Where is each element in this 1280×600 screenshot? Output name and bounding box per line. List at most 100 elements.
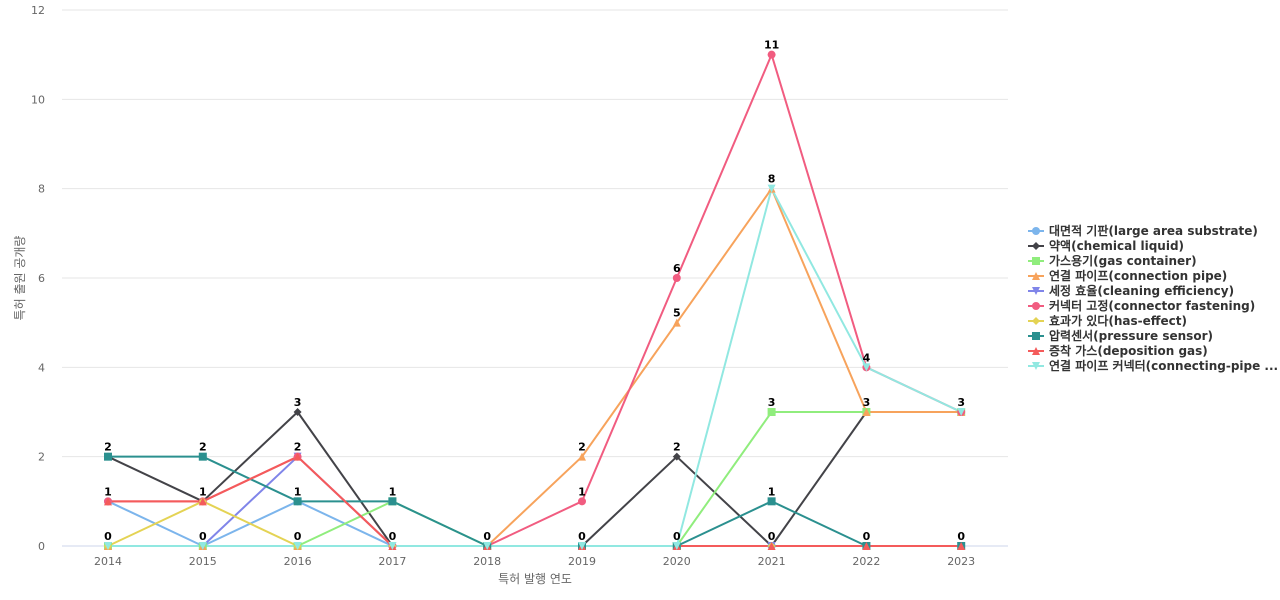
data-point xyxy=(672,274,681,282)
data-label: 3 xyxy=(768,396,776,409)
legend-item-label: 약액(chemical liquid) xyxy=(1049,238,1184,253)
data-label: 3 xyxy=(957,396,965,409)
data-point xyxy=(957,542,966,550)
y-tick-label: 8 xyxy=(38,183,45,196)
data-point xyxy=(957,408,966,416)
data-point xyxy=(767,50,776,59)
data-point xyxy=(198,497,207,506)
x-tick-label: 2019 xyxy=(568,555,596,568)
data-label: 4 xyxy=(863,351,871,364)
data-point xyxy=(483,542,492,550)
data-point xyxy=(198,542,207,550)
data-point xyxy=(862,363,871,372)
data-point xyxy=(578,452,586,461)
data-point xyxy=(578,542,586,550)
grid-lines xyxy=(62,9,1008,458)
y-axis-title: 특허 출원 공개량 xyxy=(13,236,27,321)
x-tick-label: 2014 xyxy=(94,555,122,568)
y-tick-label: 0 xyxy=(38,540,45,553)
data-point xyxy=(1032,362,1040,370)
data-label: 0 xyxy=(483,530,491,543)
data-label: 5 xyxy=(673,307,681,320)
data-point xyxy=(767,184,776,193)
data-label: 1 xyxy=(578,485,586,498)
data-label: 1 xyxy=(294,485,302,498)
series-line xyxy=(108,187,962,547)
data-point xyxy=(1032,272,1040,280)
data-label: 0 xyxy=(768,530,776,543)
legend-item-label: 증착 가스(deposition gas) xyxy=(1049,343,1208,358)
data-point xyxy=(578,497,586,506)
data-label: 2 xyxy=(578,441,586,454)
x-tick-label: 2017 xyxy=(378,555,406,568)
legend-item-label: 연결 파이프(connection pipe) xyxy=(1049,268,1227,283)
data-label: 0 xyxy=(199,530,207,543)
data-point xyxy=(388,542,397,550)
y-tick-label: 12 xyxy=(31,4,45,17)
data-point xyxy=(293,542,302,550)
legend-item-label: 가스용기(gas container) xyxy=(1049,253,1197,268)
data-point xyxy=(198,452,207,461)
legend-item-label: 대면적 기판(large area substrate) xyxy=(1049,223,1258,238)
data-label: 1 xyxy=(768,485,776,498)
data-point xyxy=(1032,287,1040,295)
legend-item-label: 세정 효율(cleaning efficiency) xyxy=(1049,283,1234,298)
legend-item-label: 커넥터 고정(connector fastening) xyxy=(1049,298,1255,313)
y-axis-ticks: 0 2 4 6 8 10 12 xyxy=(31,4,45,553)
data-label: 3 xyxy=(863,396,871,409)
data-label: 1 xyxy=(389,485,397,498)
data-point xyxy=(767,408,776,416)
data-label: 1 xyxy=(104,485,112,498)
data-point xyxy=(293,497,302,506)
data-point xyxy=(104,452,112,461)
data-label: 2 xyxy=(104,441,112,454)
series-line xyxy=(107,411,962,547)
x-tick-label: 2020 xyxy=(663,555,691,568)
data-label: 6 xyxy=(673,262,681,275)
data-point xyxy=(293,452,302,461)
data-point xyxy=(104,542,112,550)
data-point xyxy=(1032,317,1040,325)
y-tick-label: 6 xyxy=(38,272,45,285)
data-label: 0 xyxy=(104,530,112,543)
data-label: 0 xyxy=(957,530,965,543)
data-label: 2 xyxy=(673,441,681,454)
data-label: 0 xyxy=(863,530,871,543)
data-point xyxy=(672,318,681,327)
series-markers xyxy=(104,50,966,550)
y-tick-label: 2 xyxy=(38,451,45,464)
data-label: 0 xyxy=(578,530,586,543)
data-point xyxy=(1032,242,1040,250)
x-axis-ticks: 2014 2015 2016 2017 2018 2019 2020 2021 2022 2023 xyxy=(94,555,975,568)
legend-item-label: 압력센서(pressure sensor) xyxy=(1049,328,1213,343)
x-tick-label: 2016 xyxy=(284,555,312,568)
data-label: 2 xyxy=(199,441,207,454)
series-line xyxy=(108,411,962,547)
data-label: 11 xyxy=(764,39,779,52)
x-tick-label: 2022 xyxy=(852,555,880,568)
data-label: 8 xyxy=(768,173,776,186)
data-point xyxy=(862,408,871,416)
legend-item-label: 효과가 있다(has-effect) xyxy=(1049,313,1187,328)
data-point xyxy=(767,542,776,550)
data-label: 2 xyxy=(294,441,302,454)
x-tick-label: 2021 xyxy=(758,555,786,568)
series-lines xyxy=(107,53,962,547)
x-tick-label: 2015 xyxy=(189,555,217,568)
data-point xyxy=(1032,347,1040,355)
legend: 대면적 기판(large area substrate)약액(chemical … xyxy=(1028,223,1278,373)
data-point xyxy=(672,542,681,550)
data-labels: 2 1 0 2 1 0 3 2 1 0 1 0 0 2 1 0 6 5 2 0 11 8 3 1 0 4 3 0 3 0 xyxy=(104,39,965,543)
data-point xyxy=(388,497,397,506)
x-axis-title: 특허 발행 연도 xyxy=(498,571,572,586)
data-label: 0 xyxy=(294,530,302,543)
data-point xyxy=(293,408,302,416)
data-point xyxy=(1032,302,1040,310)
data-point xyxy=(104,497,112,506)
y-tick-label: 10 xyxy=(31,93,45,106)
x-tick-label: 2018 xyxy=(473,555,501,568)
data-label: 3 xyxy=(294,396,302,409)
data-label: 0 xyxy=(389,530,397,543)
x-tick-label: 2023 xyxy=(947,555,975,568)
